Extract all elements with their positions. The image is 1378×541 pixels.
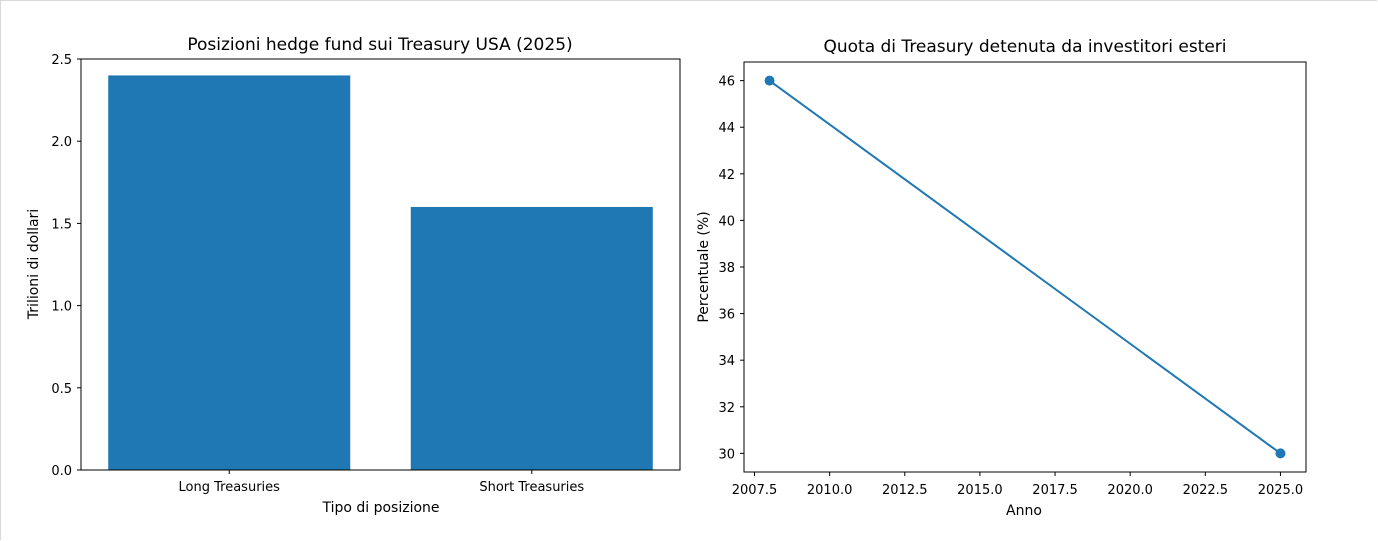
line-y-tick-label: 34 <box>718 354 735 369</box>
line-y-tick-label: 38 <box>718 261 735 276</box>
bar-y-tick-label: 0.5 <box>51 382 72 397</box>
line-y-tick-label: 46 <box>718 75 735 90</box>
bar-chart-x-axis: Long Treasuries Short Treasuries <box>179 470 584 495</box>
bar-y-tick-label: 2.0 <box>51 135 72 150</box>
bar-chart: Posizioni hedge fund sui Treasury USA (2… <box>26 35 681 516</box>
line-chart-y-axis: 30 32 34 36 38 40 42 44 46 <box>718 75 744 462</box>
bar-x-tick-label: Short Treasuries <box>479 480 584 495</box>
data-point <box>1275 448 1286 459</box>
line-x-tick-label: 2025.0 <box>1258 483 1304 498</box>
line-x-tick-label: 2022.5 <box>1183 483 1229 498</box>
bar-chart-y-label: Trilioni di dollari <box>26 209 42 320</box>
line-x-tick-label: 2010.0 <box>807 483 853 498</box>
bar <box>108 75 351 470</box>
line-x-tick-label: 2015.0 <box>957 483 1003 498</box>
line-y-tick-label: 42 <box>718 168 735 183</box>
line-chart-x-axis: 2007.5 2010.0 2012.5 2015.0 2017.5 2020.0 2022… <box>732 472 1303 498</box>
line-y-tick-label: 32 <box>718 401 735 416</box>
line-x-tick-label: 2007.5 <box>732 483 778 498</box>
line-y-tick-label: 36 <box>718 308 735 323</box>
bar-x-tick-label: Long Treasuries <box>179 480 281 495</box>
series-line <box>768 79 1282 455</box>
line-chart-title: Quota di Treasury detenuta da investitor… <box>823 37 1226 57</box>
bar-chart-x-label: Tipo di posizione <box>321 500 439 516</box>
data-point <box>764 75 775 86</box>
line-y-tick-label: 30 <box>718 447 735 462</box>
bar-y-tick-label: 2.5 <box>51 53 72 68</box>
line-x-tick-label: 2020.0 <box>1107 483 1153 498</box>
line-chart-y-label: Percentuale (%) <box>696 211 712 322</box>
bar-chart-bars <box>108 75 653 470</box>
line-x-tick-label: 2012.5 <box>882 483 928 498</box>
line-chart: Quota di Treasury detenuta da investitor… <box>696 37 1307 519</box>
bar <box>410 206 653 470</box>
bar-chart-y-axis: 0.0 0.5 1.0 1.5 2.0 2.5 <box>51 53 81 479</box>
line-x-tick-label: 2017.5 <box>1032 483 1078 498</box>
line-y-tick-label: 40 <box>718 214 735 229</box>
line-chart-axes-frame <box>743 61 1307 473</box>
bar-y-tick-label: 0.0 <box>51 464 72 479</box>
bar-chart-title: Posizioni hedge fund sui Treasury USA (2… <box>187 35 572 55</box>
bar-y-tick-label: 1.0 <box>51 300 72 315</box>
line-chart-series <box>764 75 1286 459</box>
line-y-tick-label: 44 <box>718 121 735 136</box>
bar-y-tick-label: 1.5 <box>51 217 72 232</box>
bar-chart-axes-frame <box>80 58 681 471</box>
line-chart-x-label: Anno <box>1006 503 1042 519</box>
